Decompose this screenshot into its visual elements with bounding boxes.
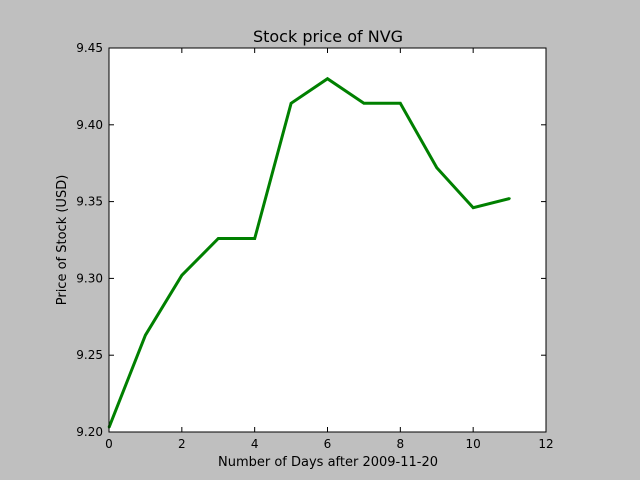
y-tick-label: 9.30 bbox=[76, 271, 103, 285]
y-tick-label: 9.45 bbox=[76, 41, 103, 55]
plot-frame bbox=[108, 47, 547, 433]
x-tick-label: 12 bbox=[538, 437, 553, 451]
series-group bbox=[107, 76, 511, 429]
data-point bbox=[399, 102, 402, 105]
y-tick-label: 9.40 bbox=[76, 118, 103, 132]
data-point bbox=[180, 274, 184, 277]
chart-title: Stock price of NVG bbox=[253, 27, 403, 46]
data-point bbox=[144, 334, 147, 337]
data-point bbox=[471, 206, 475, 209]
data-point bbox=[326, 77, 329, 80]
y-tick-label: 9.20 bbox=[76, 425, 103, 439]
x-tick-label: 10 bbox=[466, 437, 481, 451]
x-tick-label: 6 bbox=[324, 437, 332, 451]
data-point bbox=[217, 237, 220, 240]
y-tick-label: 9.35 bbox=[76, 195, 103, 209]
series-line bbox=[107, 76, 510, 428]
x-tick-label: 0 bbox=[105, 437, 113, 451]
x-tick-label: 2 bbox=[178, 437, 186, 451]
data-point bbox=[435, 166, 438, 170]
x-tick-label: 4 bbox=[251, 437, 259, 451]
y-axis-label: Price of Stock (USD) bbox=[55, 175, 70, 306]
data-point bbox=[362, 102, 366, 105]
data-point bbox=[253, 237, 256, 240]
plot-area bbox=[109, 48, 546, 432]
data-point bbox=[508, 197, 511, 200]
x-tick-label: 8 bbox=[397, 437, 405, 451]
data-point bbox=[289, 102, 293, 105]
y-tick-label: 9.25 bbox=[76, 348, 103, 362]
x-axis-label: Number of Days after 2009-11-20 bbox=[218, 455, 438, 470]
